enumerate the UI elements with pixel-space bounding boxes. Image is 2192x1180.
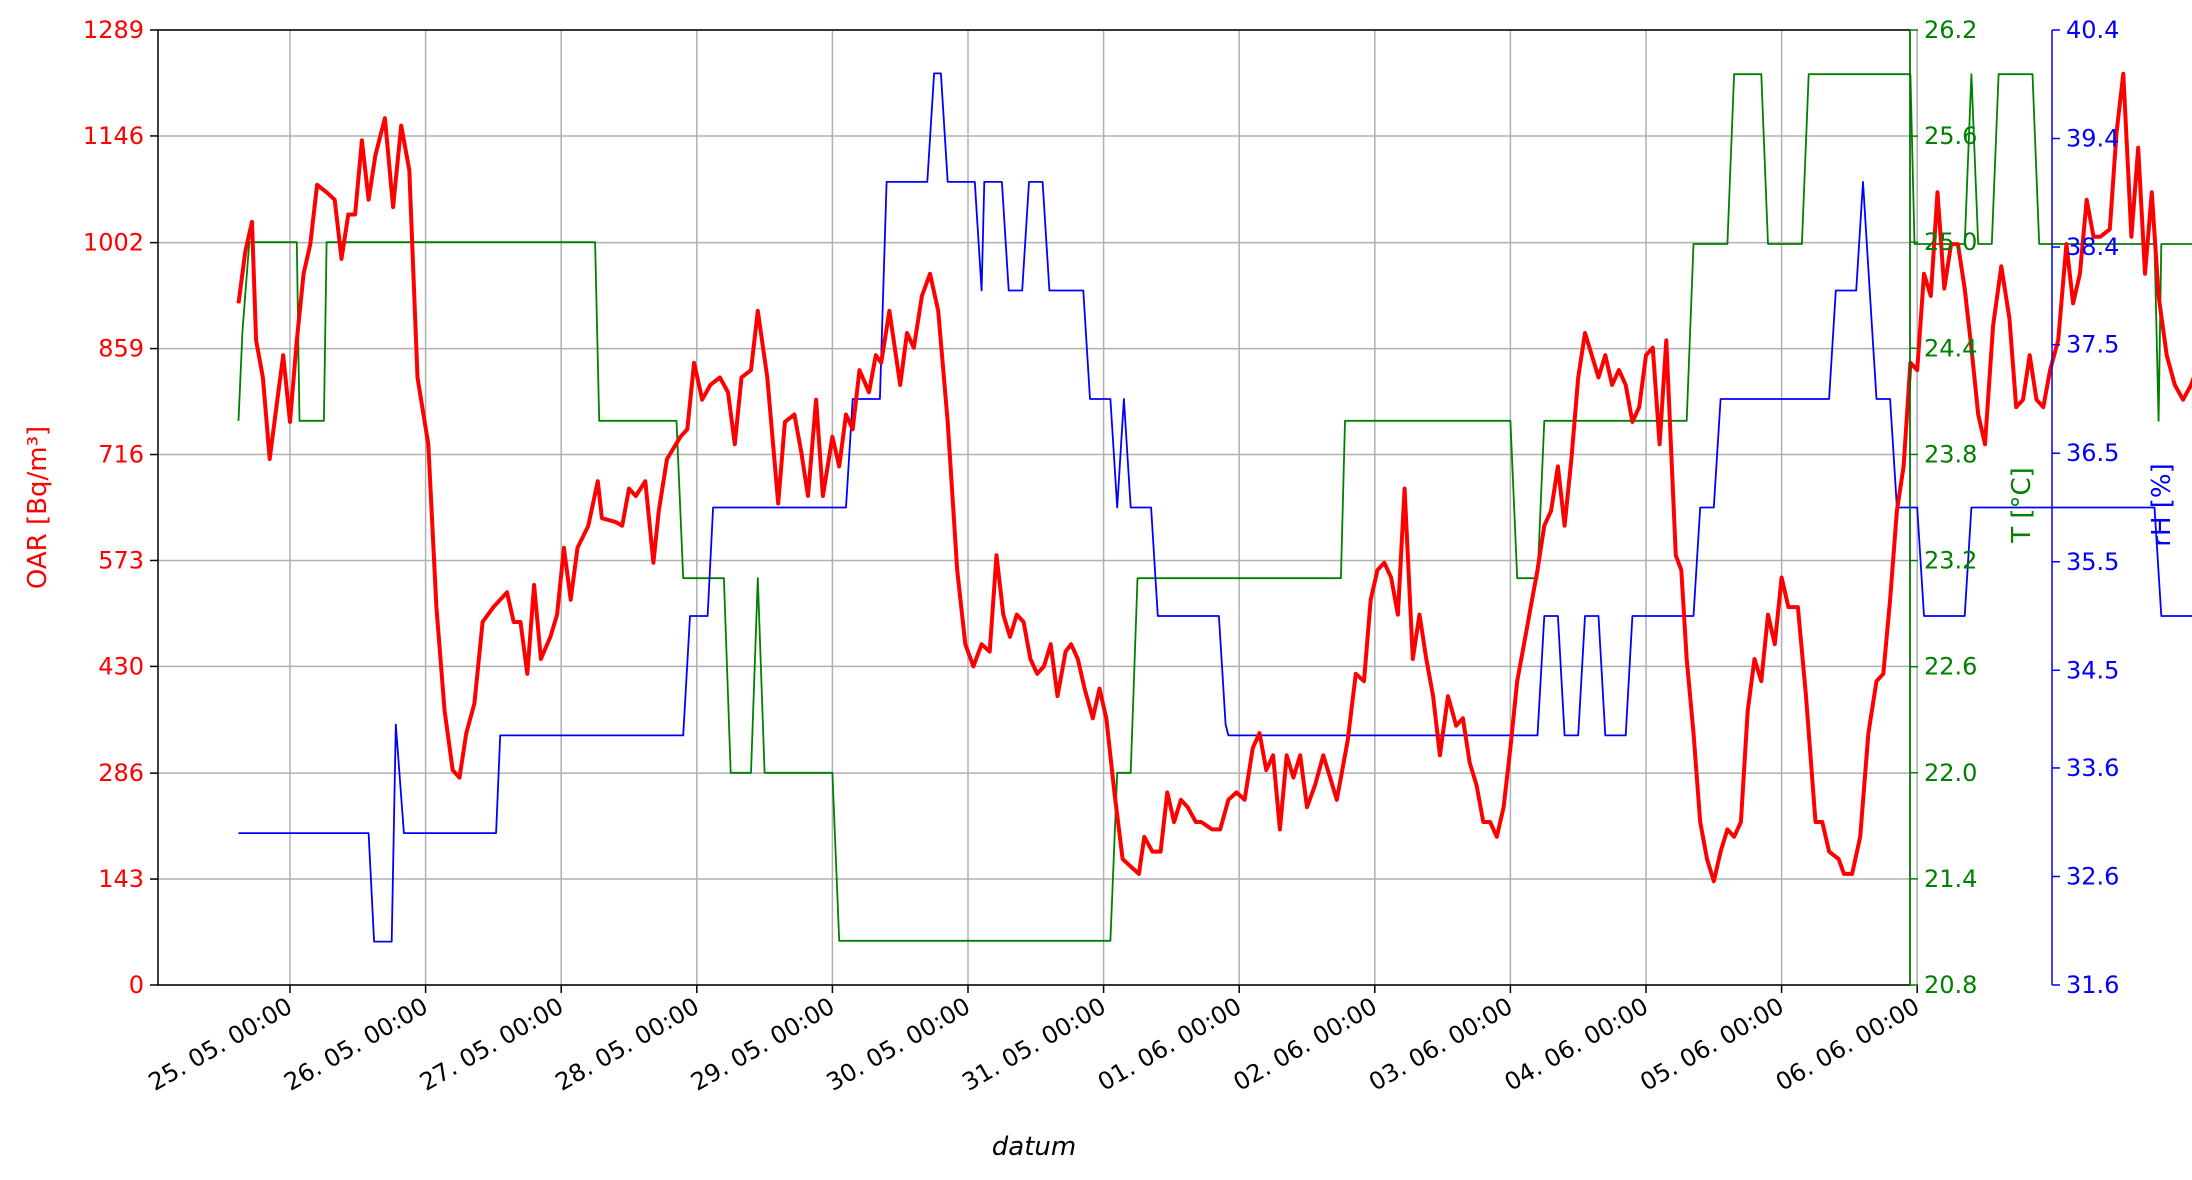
oar-tick-label: 1002	[83, 229, 144, 257]
x-tick-label: 02. 06. 00:00	[1229, 992, 1382, 1097]
x-tick-label: 28. 05. 00:00	[551, 992, 704, 1097]
oar-tick-label: 430	[98, 652, 144, 680]
oar-tick-label: 1146	[83, 122, 144, 150]
oar-tick-label: 573	[98, 546, 144, 574]
x-tick-label: 26. 05. 00:00	[279, 992, 432, 1097]
temp-tick-label: 22.0	[1924, 759, 1977, 787]
x-tick-label: 29. 05. 00:00	[686, 992, 839, 1097]
x-tick-label: 30. 05. 00:00	[822, 992, 975, 1097]
rh-tick-label: 31.6	[2066, 971, 2119, 999]
x-tick-label: 03. 06. 00:00	[1364, 992, 1517, 1097]
temp-tick-label: 25.0	[1924, 228, 1977, 256]
temp-axis-title: T [°C]	[2007, 467, 2037, 544]
x-tick-label: 06. 06. 00:00	[1771, 992, 1924, 1097]
temp-tick-label: 25.6	[1924, 122, 1977, 150]
x-tick-label: 05. 06. 00:00	[1635, 992, 1788, 1097]
oar-tick-label: 716	[98, 441, 144, 469]
plot-frame	[157, 29, 1911, 986]
x-tick-label: 27. 05. 00:00	[415, 992, 568, 1097]
x-tick-label: 31. 05. 00:00	[957, 992, 1110, 1097]
x-tick-label: 04. 06. 00:00	[1500, 992, 1653, 1097]
rh-axis-title: rH [%]	[2147, 463, 2177, 547]
temp-tick-label: 21.4	[1924, 865, 1977, 893]
oar-tick-label: 143	[98, 865, 144, 893]
series-t-line	[237, 73, 2192, 942]
oar-tick-label: 286	[98, 759, 144, 787]
temp-tick-label: 26.2	[1924, 16, 1977, 44]
rh-tick-label: 39.4	[2066, 125, 2119, 153]
rh-tick-label: 34.5	[2066, 656, 2119, 684]
oar-tick-label: 859	[98, 335, 144, 363]
rh-tick-label: 33.6	[2066, 754, 2119, 782]
series-layer	[236, 71, 2192, 943]
rh-tick-label: 32.6	[2066, 862, 2119, 890]
grid	[158, 29, 1918, 986]
rh-tick-label: 36.5	[2066, 439, 2119, 467]
oar-tick-label: 1289	[83, 16, 144, 44]
temp-tick-label: 22.6	[1924, 653, 1977, 681]
series-oar-line	[236, 71, 2192, 884]
temp-tick-label: 20.8	[1924, 971, 1977, 999]
x-axis-title: datum	[992, 1132, 1076, 1162]
rh-tick-label: 40.4	[2066, 16, 2119, 44]
rh-tick-label: 37.5	[2066, 331, 2119, 359]
rh-tick-label: 35.5	[2066, 548, 2119, 576]
series-rh-line	[238, 72, 2192, 943]
x-tick-label: 01. 06. 00:00	[1093, 992, 1246, 1097]
x-tick-label: 25. 05. 00:00	[144, 992, 297, 1097]
oar-tick-label: 0	[129, 971, 144, 999]
temp-tick-label: 23.2	[1924, 547, 1977, 575]
rh-tick-label: 38.4	[2066, 233, 2119, 261]
temp-tick-label: 24.4	[1924, 334, 1977, 362]
oar-axis-title: OAR [Bq/m³]	[23, 426, 53, 589]
temp-tick-label: 23.8	[1924, 440, 1977, 468]
